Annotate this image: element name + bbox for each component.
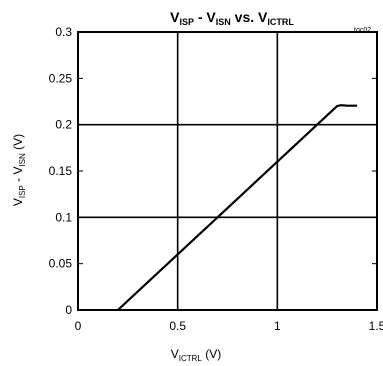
chart-title: VISP - VISN vs. VICTRL bbox=[170, 9, 294, 27]
y-tick-label: 0.2 bbox=[55, 118, 72, 132]
figure-tag: toc02 bbox=[354, 27, 371, 34]
y-axis: 0 0.05 0.1 0.15 0.2 0.25 0.3 bbox=[49, 25, 377, 317]
y-tick-label: 0.3 bbox=[55, 25, 72, 39]
x-axis: 0 0.5 1 1.5 bbox=[75, 32, 383, 333]
grid bbox=[78, 32, 377, 310]
y-tick-label: 0.1 bbox=[55, 210, 72, 224]
x-tick-label: 1 bbox=[274, 319, 281, 333]
y-tick-label: 0 bbox=[65, 303, 72, 317]
y-tick-label: 0.15 bbox=[49, 164, 73, 178]
series-line bbox=[117, 104, 358, 311]
x-tick-label: 0 bbox=[75, 319, 82, 333]
plot-frame bbox=[77, 31, 378, 311]
y-axis-label: VISP - VISN (V) bbox=[11, 134, 27, 206]
x-axis-label: VICTRL (V) bbox=[171, 347, 221, 363]
series-layer bbox=[117, 104, 358, 311]
x-tick-label: 0.5 bbox=[169, 319, 186, 333]
y-tick-label: 0.05 bbox=[49, 257, 73, 271]
x-tick-label: 1.5 bbox=[369, 319, 383, 333]
y-tick-label: 0.25 bbox=[49, 71, 73, 85]
